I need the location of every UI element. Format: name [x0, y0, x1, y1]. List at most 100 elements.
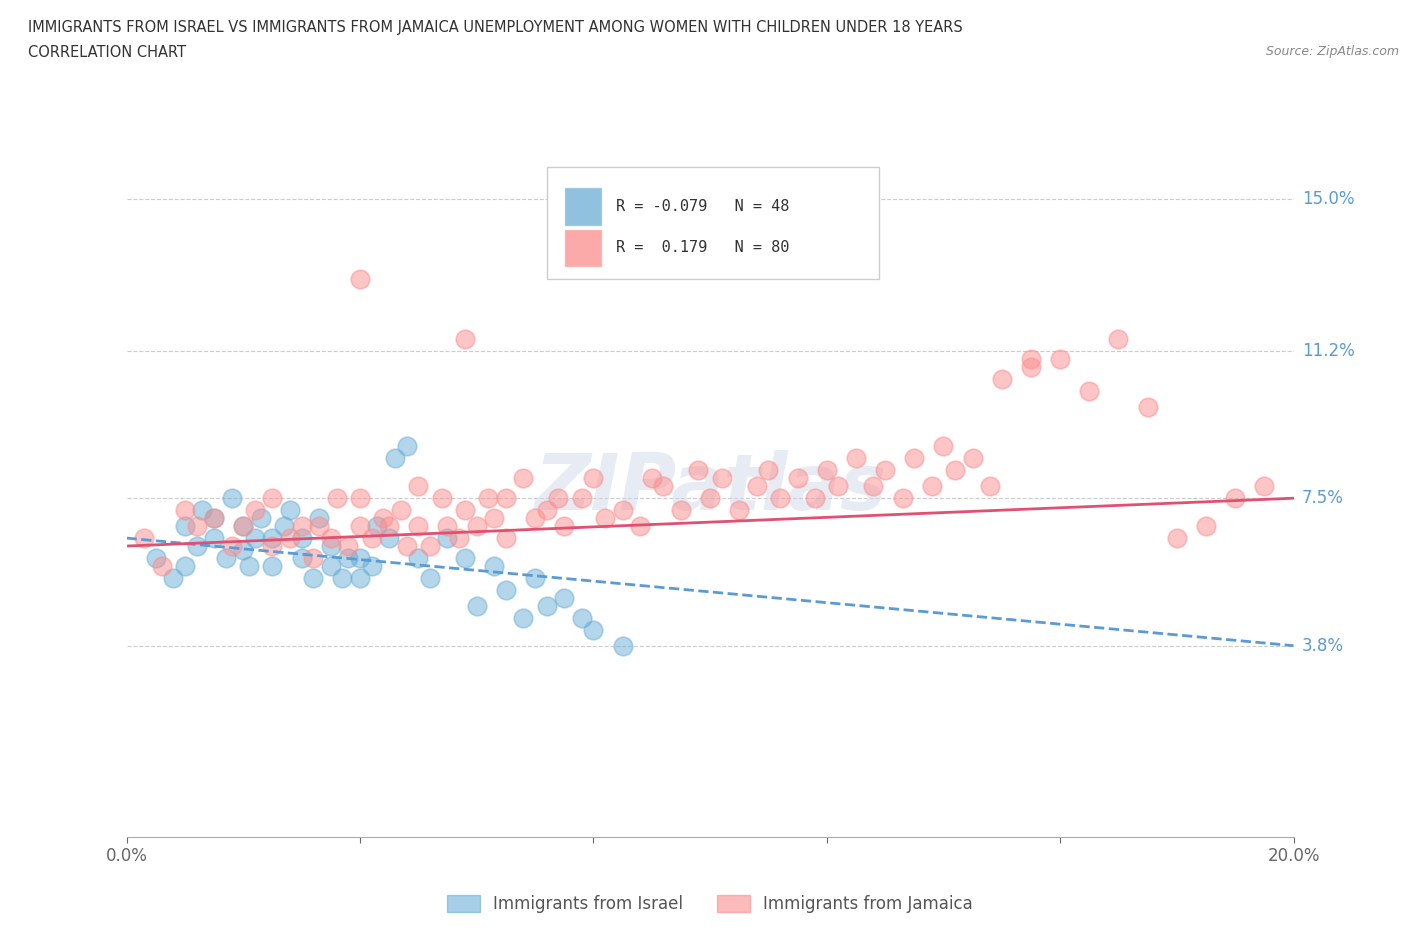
Point	[408, 551, 430, 565]
Point	[1019, 359, 1042, 374]
Point	[465, 598, 488, 613]
Point	[132, 531, 155, 546]
Point	[221, 538, 243, 553]
Point	[145, 551, 167, 565]
Point	[349, 551, 371, 565]
Point	[332, 570, 354, 585]
Point	[524, 570, 547, 585]
Point	[495, 531, 517, 546]
Point	[308, 519, 330, 534]
Text: Source: ZipAtlas.com: Source: ZipAtlas.com	[1265, 45, 1399, 58]
Point	[191, 503, 214, 518]
Text: ZIPatlas: ZIPatlas	[534, 450, 886, 526]
Point	[174, 559, 197, 574]
Point	[378, 519, 401, 534]
Point	[308, 511, 330, 525]
Point	[436, 531, 458, 546]
Point	[395, 538, 418, 553]
Point	[827, 479, 849, 494]
Point	[449, 531, 471, 546]
Point	[262, 559, 284, 574]
Point	[174, 503, 197, 518]
Point	[495, 582, 517, 597]
Point	[273, 519, 295, 534]
Point	[319, 559, 342, 574]
Text: R = -0.079   N = 48: R = -0.079 N = 48	[616, 199, 789, 214]
Point	[419, 570, 441, 585]
Point	[612, 503, 634, 518]
Text: 11.2%: 11.2%	[1302, 341, 1354, 360]
Text: R =  0.179   N = 80: R = 0.179 N = 80	[616, 240, 789, 255]
Point	[582, 471, 605, 485]
Legend: Immigrants from Israel, Immigrants from Jamaica: Immigrants from Israel, Immigrants from …	[440, 888, 980, 920]
Point	[669, 503, 692, 518]
Point	[202, 511, 225, 525]
Point	[262, 491, 284, 506]
Point	[262, 538, 284, 553]
Point	[593, 511, 616, 525]
Point	[1049, 352, 1071, 366]
Point	[728, 503, 751, 518]
Point	[337, 551, 360, 565]
Point	[1195, 519, 1218, 534]
Point	[337, 538, 360, 553]
Point	[699, 491, 721, 506]
Point	[232, 542, 254, 557]
Point	[547, 491, 569, 506]
Point	[202, 531, 225, 546]
Point	[408, 479, 430, 494]
Point	[536, 503, 558, 518]
Point	[786, 471, 808, 485]
Point	[430, 491, 453, 506]
Point	[756, 463, 779, 478]
Point	[862, 479, 884, 494]
Point	[262, 531, 284, 546]
FancyBboxPatch shape	[564, 187, 602, 226]
Point	[232, 519, 254, 534]
Point	[582, 622, 605, 637]
Point	[238, 559, 260, 574]
Text: 3.8%: 3.8%	[1302, 637, 1344, 655]
Point	[512, 471, 534, 485]
Point	[1108, 331, 1130, 346]
Point	[979, 479, 1001, 494]
Point	[290, 551, 312, 565]
Point	[815, 463, 838, 478]
Point	[688, 463, 710, 478]
Point	[962, 451, 984, 466]
Point	[249, 511, 271, 525]
Point	[278, 503, 301, 518]
Point	[524, 511, 547, 525]
Point	[349, 491, 371, 506]
Point	[243, 531, 266, 546]
Point	[495, 491, 517, 506]
Point	[360, 559, 382, 574]
Point	[669, 232, 692, 246]
Point	[921, 479, 943, 494]
Point	[536, 598, 558, 613]
Point	[215, 551, 238, 565]
Point	[360, 531, 382, 546]
Point	[512, 610, 534, 625]
Point	[302, 570, 325, 585]
Point	[221, 491, 243, 506]
Point	[769, 491, 792, 506]
Text: 7.5%: 7.5%	[1302, 489, 1344, 507]
Point	[174, 519, 197, 534]
FancyBboxPatch shape	[564, 229, 602, 267]
Point	[162, 570, 184, 585]
Point	[1223, 491, 1246, 506]
Point	[1078, 383, 1101, 398]
Point	[395, 439, 418, 454]
Point	[710, 471, 733, 485]
Point	[349, 272, 371, 286]
Point	[553, 519, 575, 534]
Point	[319, 531, 342, 546]
Point	[319, 538, 342, 553]
Point	[943, 463, 966, 478]
Point	[373, 511, 395, 525]
Point	[378, 531, 401, 546]
Point	[804, 491, 827, 506]
Point	[302, 551, 325, 565]
Point	[325, 491, 347, 506]
